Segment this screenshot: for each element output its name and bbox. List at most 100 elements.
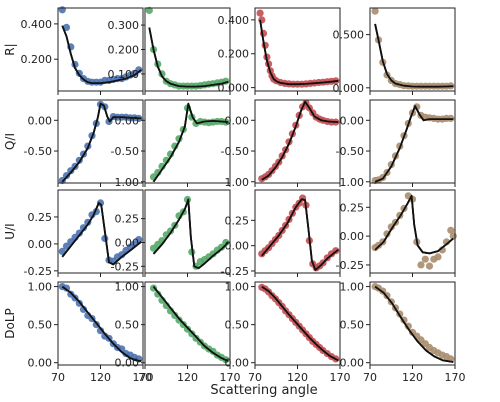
model-curve	[152, 286, 229, 363]
y-tick-label: 0.25	[340, 201, 365, 214]
model-curve-overlay	[61, 202, 142, 266]
y-tick-label: 0.000	[218, 82, 250, 95]
y-tick-label: 0.50	[28, 319, 53, 332]
axes-frame	[369, 7, 456, 92]
y-tick-label: 1.00	[225, 281, 250, 294]
y-axis-title: Q/I	[3, 133, 17, 150]
data-point	[421, 255, 429, 263]
y-tick-label: 0.50	[225, 319, 250, 332]
y-tick-label: 0.50	[115, 319, 140, 332]
model-curve-overlay	[148, 27, 229, 88]
y-tick-label: 0.25	[225, 214, 250, 227]
y-tick-label: 0.00	[115, 236, 140, 249]
y-tick-label: 0.25	[115, 213, 140, 226]
data-point	[62, 172, 71, 180]
data-point	[371, 7, 379, 15]
x-tick-label: 170	[220, 371, 241, 384]
y-tick-label: -1.00	[336, 176, 364, 189]
y-tick-label: 0.50	[340, 319, 365, 332]
y-tick-label: -0.25	[221, 265, 249, 278]
model-curve-overlay	[152, 102, 229, 183]
y-tick-label: -0.50	[336, 145, 364, 158]
data-point	[79, 224, 88, 232]
data-point	[79, 305, 88, 313]
data-point	[188, 330, 196, 338]
data-point	[434, 253, 442, 261]
panel-q-4: -1.00 -0.50 0.00	[336, 99, 456, 189]
y-tick-label: -1.00	[221, 176, 249, 189]
y-tick-label: 0.500	[333, 29, 365, 42]
panel-dolp-4: 0.00 0.50 1.00 70 120 170	[340, 281, 466, 384]
model-curve-overlay	[374, 23, 454, 88]
y-tick-label: 1.00	[115, 281, 140, 294]
y-tick-label: -0.25	[111, 260, 139, 273]
y-tick-label: 0.000	[333, 82, 365, 95]
y-tick-label: 0.00	[115, 114, 140, 127]
panel-grid: 0.200 0.400 R| 0.100 0.200 0.300 0.000 0.200 0.4…	[3, 6, 466, 384]
y-tick-label: 0.00	[115, 357, 140, 370]
y-axis-title: R|	[3, 43, 17, 55]
y-tick-label: 1.00	[340, 281, 365, 294]
data-point	[256, 9, 264, 17]
y-tick-label: 0.00	[225, 357, 250, 370]
model-curve-overlay	[152, 286, 229, 363]
x-tick-label: 70	[138, 371, 152, 384]
y-tick-label: 0.25	[28, 211, 53, 224]
panel-r-1: 0.200 0.400 R|	[3, 6, 144, 95]
x-tick-label: 170	[445, 371, 466, 384]
y-tick-label: 0.00	[28, 114, 53, 127]
y-tick-label: 0.200	[21, 53, 53, 66]
data-point	[183, 325, 192, 333]
y-tick-label: 0.00	[340, 114, 365, 127]
data-point	[417, 261, 425, 269]
y-tick-label: -0.50	[221, 145, 249, 158]
data-point	[217, 243, 226, 251]
data-point	[58, 6, 66, 14]
x-tick-label: 170	[133, 371, 154, 384]
model-curve-overlay	[152, 198, 229, 270]
y-axis-title: DoLP	[3, 308, 17, 339]
x-tick-label: 70	[248, 371, 262, 384]
data-point	[135, 66, 143, 74]
y-tick-label: 1.00	[28, 281, 53, 294]
panel-r-3: 0.000 0.200 0.400	[218, 7, 341, 95]
y-tick-label: -0.25	[336, 259, 364, 272]
x-tick-label: 70	[363, 371, 377, 384]
model-curve-overlay	[374, 285, 454, 363]
data-point	[96, 327, 105, 335]
model-curve-overlay	[261, 100, 339, 181]
panel-q-1: -0.50 0.00 Q/I	[3, 99, 144, 187]
y-tick-label: 0.400	[218, 14, 250, 27]
panel-r-4: 0.000 0.500	[333, 7, 456, 95]
y-tick-label: 0.00	[340, 357, 365, 370]
model-curve-overlay	[261, 285, 339, 362]
panel-q-3: -1.00 -0.50 0.00	[221, 99, 341, 189]
y-tick-label: -1.00	[111, 176, 139, 189]
model-curve-overlay	[261, 198, 339, 271]
data-point	[258, 16, 266, 24]
panel-u-2: -0.25 0.00 0.25	[111, 189, 231, 277]
x-axis-title: Scattering angle	[210, 383, 317, 398]
panel-dolp-1: 0.00 0.50 1.00 70 120 170 DoLP	[3, 281, 154, 384]
y-tick-label: 0.00	[28, 357, 53, 370]
panel-dolp-2: 0.00 0.50 1.00 70 120 170	[115, 281, 241, 384]
y-tick-label: 0.100	[108, 68, 140, 81]
panel-u-1: -0.25 0.00 0.25 U/I	[3, 189, 144, 278]
panel-u-4: -0.25 0.00 0.25	[336, 189, 457, 277]
x-tick-label: 120	[287, 371, 308, 384]
y-tick-label: 0.00	[225, 114, 250, 127]
model-curve-overlay	[61, 25, 142, 84]
panel-q-2: -1.00 -0.50 0.00	[111, 99, 231, 189]
x-tick-label: 120	[177, 371, 198, 384]
y-tick-label: 0.00	[225, 240, 250, 253]
y-tick-label: 0.300	[108, 19, 140, 32]
data-point	[447, 226, 455, 234]
y-tick-label: -0.25	[24, 265, 52, 278]
y-axis-title: U/I	[3, 223, 17, 239]
y-tick-label: 0.00	[340, 230, 365, 243]
y-tick-label: 0.200	[218, 48, 250, 61]
data-point	[145, 6, 153, 14]
data-point	[154, 290, 162, 298]
data-point	[425, 262, 434, 270]
